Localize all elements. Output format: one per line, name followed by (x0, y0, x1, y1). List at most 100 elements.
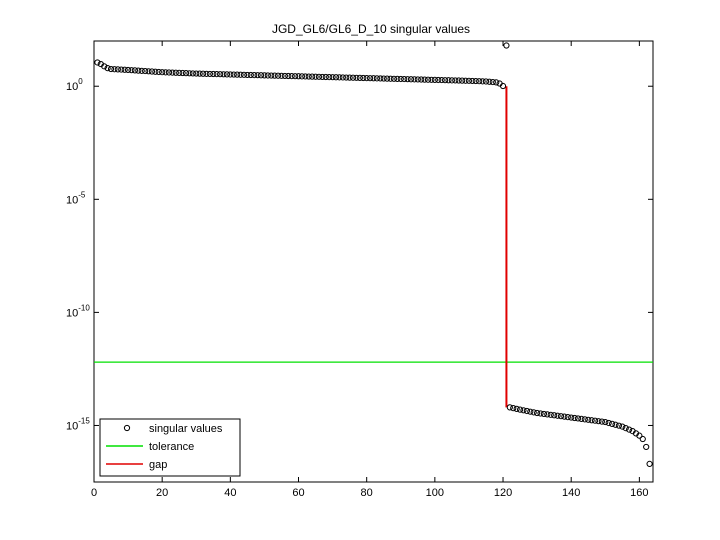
singular-value-point (169, 69, 176, 76)
singular-value-point (162, 69, 169, 76)
singular-value-point (499, 82, 507, 90)
singular-value-point (189, 70, 196, 77)
x-tick-label: 160 (630, 487, 648, 499)
singular-value-point (482, 78, 490, 85)
singular-value-point (370, 75, 377, 82)
singular-value-point (230, 71, 237, 78)
singular-value-point (441, 77, 449, 84)
singular-value-point (380, 75, 387, 82)
singular-value-point (493, 79, 500, 86)
x-tick-label: 100 (426, 487, 444, 499)
singular-value-point (128, 67, 135, 74)
singular-value-point (544, 411, 551, 418)
singular-value-point (193, 70, 200, 77)
singular-value-point (329, 74, 336, 81)
chart-title: JGD_GL6/GL6_D_10 singular values (272, 22, 470, 36)
singular-value-point (104, 65, 111, 72)
singular-value-point (114, 66, 121, 73)
singular-value-point (516, 406, 524, 413)
singular-value-point (401, 75, 408, 83)
singular-value-point (94, 59, 101, 66)
singular-value-point (479, 78, 486, 85)
singular-value-point (394, 75, 401, 83)
singular-value-point (605, 419, 612, 427)
singular-value-point (445, 77, 452, 84)
singular-value-point (520, 407, 527, 414)
singular-value-point (261, 72, 268, 79)
singular-value-point (591, 417, 599, 424)
singular-value-point (568, 414, 575, 421)
singular-value-point (244, 71, 251, 79)
x-tick-label: 20 (156, 487, 168, 499)
singular-value-point (424, 76, 432, 83)
singular-value-point (455, 77, 462, 84)
singular-value-point (448, 77, 455, 84)
legend-label: tolerance (149, 441, 194, 453)
plot-area (93, 40, 654, 483)
singular-value-point (322, 73, 329, 81)
singular-value-point (159, 69, 166, 76)
singular-value-point (643, 443, 650, 451)
singular-value-point (513, 405, 520, 412)
singular-value-point (302, 73, 309, 80)
y-tick-label: 10-15 (66, 416, 90, 432)
singular-value-point (537, 410, 544, 417)
legend-label: gap (149, 459, 167, 471)
x-tick-label: 80 (361, 487, 373, 499)
singular-value-point (598, 418, 605, 425)
singular-value-point (551, 412, 558, 419)
singular-value-point (210, 70, 217, 78)
y-tick-label: 100 (66, 77, 83, 93)
singular-value-point (366, 75, 374, 82)
singular-value-point (619, 423, 626, 430)
singular-value-point (360, 74, 367, 82)
singular-value-point (234, 71, 241, 78)
singular-value-point (557, 413, 565, 420)
singular-value-point (251, 72, 258, 79)
singular-value-point (346, 74, 353, 81)
singular-value-point (152, 68, 159, 75)
singular-value-point (615, 422, 623, 429)
singular-value-point (459, 77, 466, 84)
x-axis: 0 20 40 60 80 100 120 140 160 (91, 41, 649, 499)
singular-value-point (608, 420, 616, 427)
singular-value-point (278, 72, 285, 79)
singular-value-point (472, 77, 479, 85)
singular-value-point (227, 71, 234, 78)
singular-value-point (581, 416, 588, 423)
singular-value-point (349, 74, 357, 81)
singular-value-point (145, 68, 152, 75)
y-tick-label: 10-5 (66, 190, 86, 206)
singular-value-point (585, 416, 592, 423)
singular-value-point (411, 76, 418, 83)
singular-value-point (182, 70, 190, 77)
singular-value-point (135, 67, 142, 74)
singular-value-point (176, 69, 183, 76)
singular-value-point (305, 73, 312, 80)
singular-value-point (288, 72, 295, 80)
x-tick-label: 60 (292, 487, 304, 499)
singular-value-point (595, 418, 602, 425)
singular-value-point (639, 435, 646, 443)
singular-value-point (438, 76, 445, 84)
singular-value-point (111, 66, 118, 73)
singular-value-point (247, 71, 254, 79)
singular-value-point (353, 74, 360, 81)
singular-value-point (373, 75, 381, 82)
legend-box (99, 418, 241, 477)
singular-value-point (602, 418, 609, 426)
singular-value-point (274, 72, 282, 79)
singular-value-point (636, 432, 643, 439)
singular-value-point (312, 73, 319, 80)
singular-value-point (315, 73, 323, 80)
singular-value-point (332, 74, 340, 81)
singular-value-point (530, 409, 537, 416)
singular-value-point (257, 72, 265, 79)
x-tick-label: 0 (91, 487, 97, 499)
singular-value-point (107, 65, 115, 73)
singular-value-point (465, 77, 473, 84)
singular-value-point (356, 74, 363, 82)
singular-value-point (165, 69, 173, 76)
singular-value-point (199, 70, 207, 77)
singular-value-point (387, 75, 394, 82)
